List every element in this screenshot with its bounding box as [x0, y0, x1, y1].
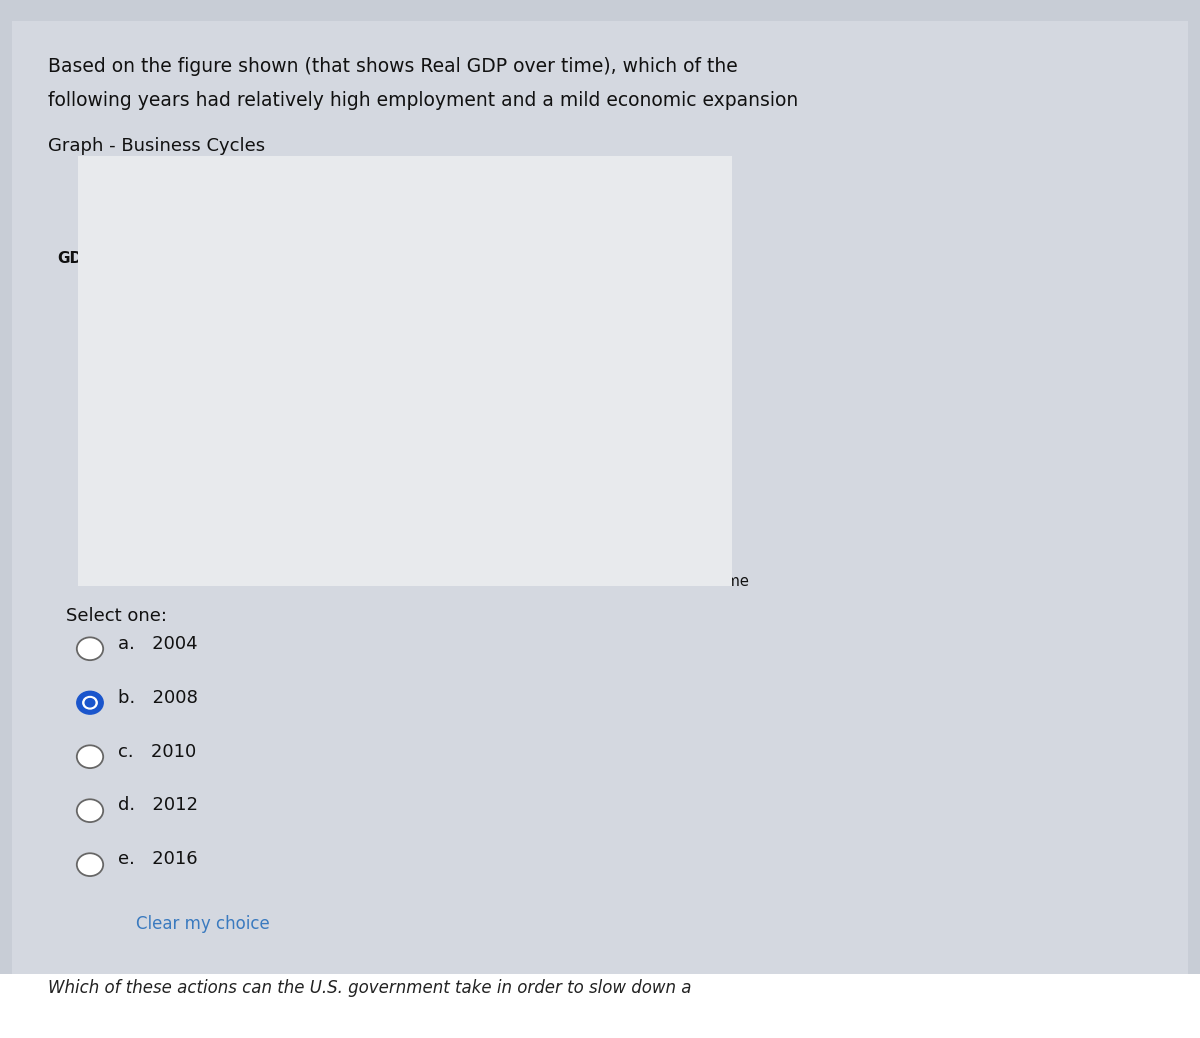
Text: Based on the figure shown (that shows Real GDP over time), which of the: Based on the figure shown (that shows Re…: [48, 57, 738, 76]
Text: c.   2010: c. 2010: [118, 742, 196, 761]
Text: e.   2016: e. 2016: [118, 850, 197, 869]
Text: b.   2008: b. 2008: [118, 688, 198, 707]
Text: following years had relatively high employment and a mild economic expansion: following years had relatively high empl…: [48, 91, 798, 110]
Text: Real GDP: Real GDP: [226, 403, 287, 416]
Text: Potential GDP: Potential GDP: [366, 347, 457, 360]
Text: Which of these actions can the U.S. government take in order to slow down a: Which of these actions can the U.S. gove…: [48, 979, 691, 998]
Text: Select one:: Select one:: [66, 607, 167, 625]
Text: d.   2012: d. 2012: [118, 796, 198, 815]
Text: a.   2004: a. 2004: [118, 634, 197, 653]
Text: Time: Time: [713, 574, 749, 589]
Text: Clear my choice: Clear my choice: [136, 914, 269, 933]
Text: Graph - Business Cycles: Graph - Business Cycles: [48, 137, 265, 155]
Text: GDP: GDP: [58, 251, 94, 267]
